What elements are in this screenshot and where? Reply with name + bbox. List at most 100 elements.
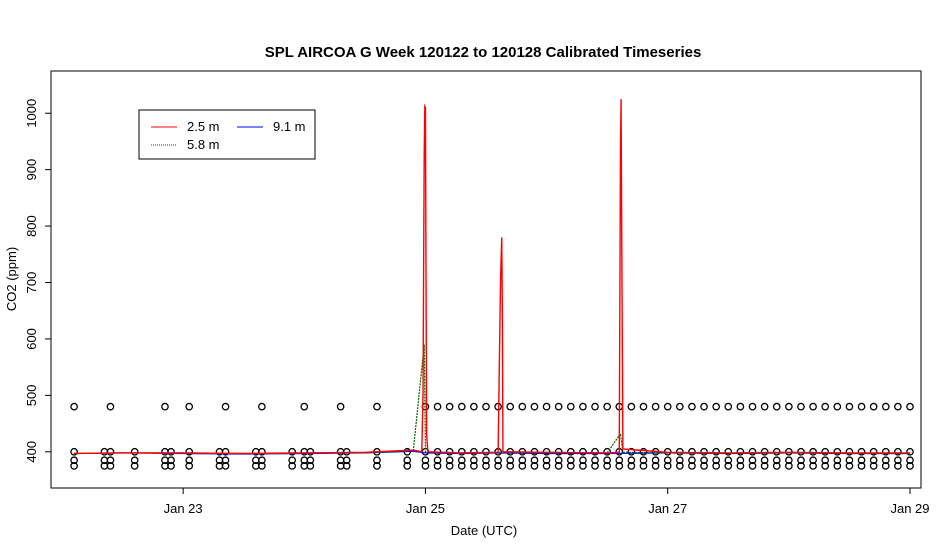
reference-point xyxy=(185,402,194,411)
x-tick-label: Jan 25 xyxy=(406,501,445,516)
reference-points-layer xyxy=(70,402,914,470)
reference-point xyxy=(433,456,442,465)
reference-point xyxy=(845,462,854,470)
reference-point xyxy=(482,402,490,411)
reference-point xyxy=(857,447,866,456)
reference-point xyxy=(894,462,902,470)
reference-point xyxy=(591,402,599,411)
reference-point xyxy=(530,402,539,411)
reference-point xyxy=(627,456,636,465)
reference-point xyxy=(712,402,721,411)
reference-point xyxy=(221,462,230,470)
reference-point xyxy=(445,402,454,411)
reference-point xyxy=(627,462,636,470)
legend-label-9-1m: 9.1 m xyxy=(273,119,306,134)
reference-point xyxy=(894,402,902,411)
reference-point xyxy=(675,402,684,411)
reference-point xyxy=(603,447,611,456)
reference-point xyxy=(724,462,733,470)
series-line-2-5-m xyxy=(74,99,910,455)
reference-point xyxy=(579,456,587,465)
reference-point xyxy=(700,462,708,470)
reference-point xyxy=(506,462,515,470)
y-axis-label: CO2 (ppm) xyxy=(4,247,19,311)
reference-point xyxy=(869,462,878,470)
reference-point xyxy=(306,447,315,456)
reference-point xyxy=(288,462,297,470)
reference-point xyxy=(906,456,914,465)
reference-point xyxy=(663,402,672,411)
reference-point xyxy=(627,447,636,456)
reference-point xyxy=(651,402,660,411)
reference-point xyxy=(554,402,563,411)
reference-point xyxy=(373,402,381,411)
reference-point xyxy=(663,462,672,470)
reference-point xyxy=(857,462,866,470)
reference-point xyxy=(70,456,78,465)
x-tick-label: Jan 27 xyxy=(648,501,687,516)
reference-point xyxy=(821,447,830,456)
reference-point xyxy=(833,456,842,465)
reference-point xyxy=(342,447,351,456)
reference-point xyxy=(130,456,139,465)
reference-point xyxy=(306,456,315,465)
reference-point xyxy=(433,462,442,470)
y-tick-label: 400 xyxy=(24,441,39,463)
reference-point xyxy=(258,456,266,465)
reference-point xyxy=(221,456,230,465)
reference-point xyxy=(482,447,490,456)
reference-point xyxy=(772,456,781,465)
reference-point xyxy=(675,462,684,470)
reference-point xyxy=(542,462,551,470)
reference-point xyxy=(809,402,817,411)
reference-point xyxy=(881,456,890,465)
y-tick-label: 700 xyxy=(24,272,39,294)
reference-point xyxy=(542,402,551,411)
reference-point xyxy=(881,447,890,456)
reference-point xyxy=(70,462,78,470)
reference-point xyxy=(161,402,169,411)
reference-point xyxy=(342,462,351,470)
reference-point xyxy=(566,456,575,465)
reference-point xyxy=(306,462,315,470)
reference-point xyxy=(821,456,830,465)
reference-point xyxy=(403,462,412,470)
reference-point xyxy=(785,462,793,470)
reference-point xyxy=(258,447,266,456)
y-tick-label: 900 xyxy=(24,159,39,181)
reference-point xyxy=(336,402,345,411)
reference-point xyxy=(833,447,842,456)
reference-point xyxy=(772,462,781,470)
reference-point xyxy=(457,402,466,411)
reference-point xyxy=(688,402,696,411)
reference-point xyxy=(288,456,297,465)
reference-point xyxy=(603,456,611,465)
reference-point xyxy=(833,462,842,470)
reference-point xyxy=(482,456,490,465)
reference-point xyxy=(70,447,78,456)
reference-point xyxy=(579,462,587,470)
reference-point xyxy=(797,456,805,465)
reference-point xyxy=(651,456,660,465)
reference-point xyxy=(106,447,115,456)
x-axis-label: Date (UTC) xyxy=(451,523,517,538)
reference-point xyxy=(869,402,878,411)
reference-point xyxy=(857,456,866,465)
reference-point xyxy=(688,456,696,465)
reference-point xyxy=(748,456,757,465)
legend: 2.5 m 9.1 m 5.8 m xyxy=(138,109,316,160)
reference-point xyxy=(700,456,708,465)
chart-title: SPL AIRCOA G Week 120122 to 120128 Calib… xyxy=(265,44,702,61)
reference-point xyxy=(403,456,412,465)
reference-point xyxy=(675,456,684,465)
reference-point xyxy=(591,447,599,456)
reference-point xyxy=(542,456,551,465)
reference-point xyxy=(833,402,842,411)
reference-point xyxy=(579,447,587,456)
y-tick-label: 800 xyxy=(24,215,39,237)
reference-point xyxy=(736,447,745,456)
reference-point xyxy=(760,456,769,465)
y-tick-label: 500 xyxy=(24,385,39,407)
